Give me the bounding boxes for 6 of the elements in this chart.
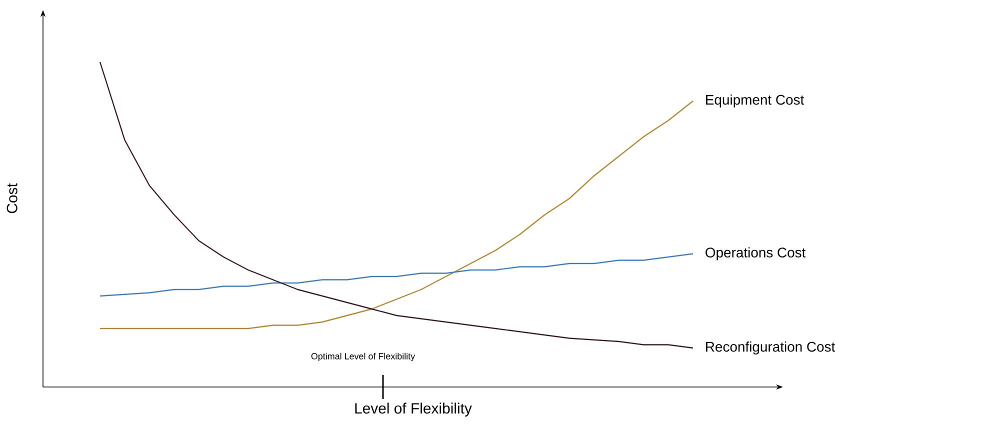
x-axis-title: Level of Flexibility [355, 402, 472, 417]
series-label: Operations Cost [706, 247, 806, 260]
annotation: Optimal Level of Flexibility [311, 352, 416, 362]
y-axis-title: Cost [6, 183, 18, 214]
series-label: Reconfiguration Cost [706, 341, 836, 354]
series-label: Equipment Cost [706, 94, 804, 108]
